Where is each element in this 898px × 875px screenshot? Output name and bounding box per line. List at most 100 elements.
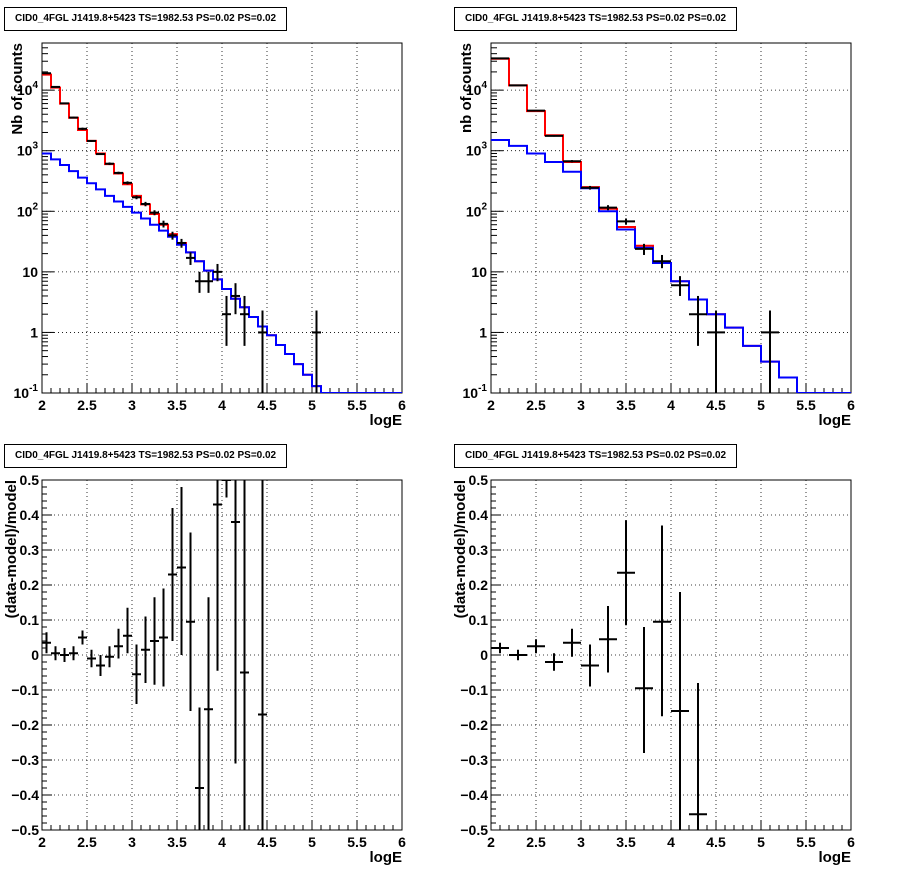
x-tick-label: 4.5	[257, 397, 277, 413]
x-tick-label: 3.5	[616, 834, 636, 850]
data-point	[509, 649, 527, 661]
x-tick-label: 2	[38, 834, 46, 850]
data-point	[491, 642, 509, 654]
pad-bottom-right: CID0_4FGL J1419.8+5423 TS=1982.53 PS=0.0…	[449, 437, 898, 875]
data-point	[51, 646, 60, 661]
x-tick-label: 2.5	[77, 397, 97, 413]
x-tick-label: 5	[308, 397, 316, 413]
data-point	[132, 195, 141, 200]
x-tick-label: 4	[667, 834, 675, 850]
data-point	[87, 139, 96, 142]
x-axis-label: logE	[370, 849, 403, 866]
data-point	[168, 508, 177, 641]
data-point	[105, 162, 114, 166]
data-point	[96, 153, 105, 156]
data-point	[132, 644, 141, 704]
data-point	[545, 653, 563, 671]
y-tick-label: −0.3	[11, 752, 39, 768]
data-point	[545, 134, 563, 137]
data-point	[231, 480, 240, 764]
y-tick-label: 103	[17, 141, 39, 159]
y-tick-label: −0.1	[460, 682, 488, 698]
y-tick-label: 104	[466, 80, 488, 98]
data-point	[69, 116, 78, 119]
data-point	[509, 84, 527, 87]
y-tick-label: 102	[17, 201, 39, 219]
data-point	[707, 310, 725, 393]
data-point	[105, 646, 114, 668]
data-point	[177, 487, 186, 655]
x-axis-label: logE	[819, 849, 852, 866]
data-point	[213, 263, 222, 282]
data-point	[761, 310, 779, 393]
x-tick-label: 4.5	[257, 834, 277, 850]
y-tick-label: 0.2	[469, 577, 489, 593]
data-point	[195, 271, 204, 293]
data-point	[231, 283, 240, 315]
x-tick-label: 4	[218, 834, 226, 850]
series-line-total-model	[491, 57, 851, 393]
x-tick-label: 5.5	[796, 397, 816, 413]
data-point	[69, 646, 78, 661]
y-tick-label: 0	[31, 647, 39, 663]
data-point	[123, 181, 132, 185]
y-tick-label: −0.5	[11, 822, 39, 838]
x-tick-label: 3.5	[616, 397, 636, 413]
x-tick-label: 4.5	[706, 834, 726, 850]
x-tick-label: 5	[308, 834, 316, 850]
y-tick-label: 10	[22, 264, 38, 280]
data-point	[312, 310, 321, 393]
data-point	[222, 295, 231, 346]
data-point	[60, 648, 69, 662]
y-tick-label: 104	[17, 80, 39, 98]
y-tick-label: 0.1	[469, 612, 489, 628]
plot-title: CID0_4FGL J1419.8+5423 TS=1982.53 PS=0.0…	[4, 7, 288, 31]
y-tick-label: −0.4	[460, 787, 488, 803]
x-tick-label: 6	[398, 397, 406, 413]
y-axis-label: nb of counts	[458, 43, 475, 133]
data-point	[78, 630, 87, 645]
y-tick-label: 0.5	[469, 472, 489, 488]
y-tick-label: 10-1	[14, 383, 39, 401]
y-tick-label: 0.2	[20, 577, 40, 593]
data-point	[195, 707, 204, 830]
data-point	[204, 271, 213, 293]
data-point	[60, 102, 69, 105]
x-tick-label: 3	[577, 397, 585, 413]
y-tick-label: 0.5	[20, 472, 40, 488]
x-tick-label: 6	[847, 397, 855, 413]
y-tick-label: 103	[466, 141, 488, 159]
data-point	[258, 310, 267, 393]
data-point	[671, 276, 689, 296]
data-point	[599, 606, 617, 673]
data-point	[51, 85, 60, 88]
x-tick-label: 2	[487, 834, 495, 850]
data-point	[42, 72, 51, 75]
y-tick-label: 0.4	[469, 507, 489, 523]
y-tick-label: 10	[471, 264, 487, 280]
y-tick-label: −0.2	[11, 717, 39, 733]
pad-top-left: CID0_4FGL J1419.8+5423 TS=1982.53 PS=0.0…	[0, 0, 449, 437]
y-tick-label: −0.3	[460, 752, 488, 768]
y-tick-label: 1	[479, 324, 487, 340]
data-point	[563, 628, 581, 657]
data-point	[96, 655, 105, 676]
data-point	[114, 628, 123, 659]
data-point	[581, 185, 599, 190]
data-point	[222, 480, 231, 498]
data-point	[527, 639, 545, 654]
data-point	[240, 480, 249, 830]
x-tick-label: 5	[757, 397, 765, 413]
x-tick-label: 5.5	[347, 397, 367, 413]
data-point	[141, 201, 150, 207]
x-axis-label: logE	[370, 412, 403, 429]
plot-title: CID0_4FGL J1419.8+5423 TS=1982.53 PS=0.0…	[454, 444, 738, 468]
y-tick-label: 10-1	[463, 383, 488, 401]
x-tick-label: 6	[847, 834, 855, 850]
x-tick-label: 2.5	[77, 834, 97, 850]
y-tick-label: −0.1	[11, 682, 39, 698]
pad-top-right: CID0_4FGL J1419.8+5423 TS=1982.53 PS=0.0…	[449, 0, 898, 437]
data-point	[258, 480, 267, 830]
data-point	[689, 295, 707, 346]
data-point	[186, 252, 195, 265]
